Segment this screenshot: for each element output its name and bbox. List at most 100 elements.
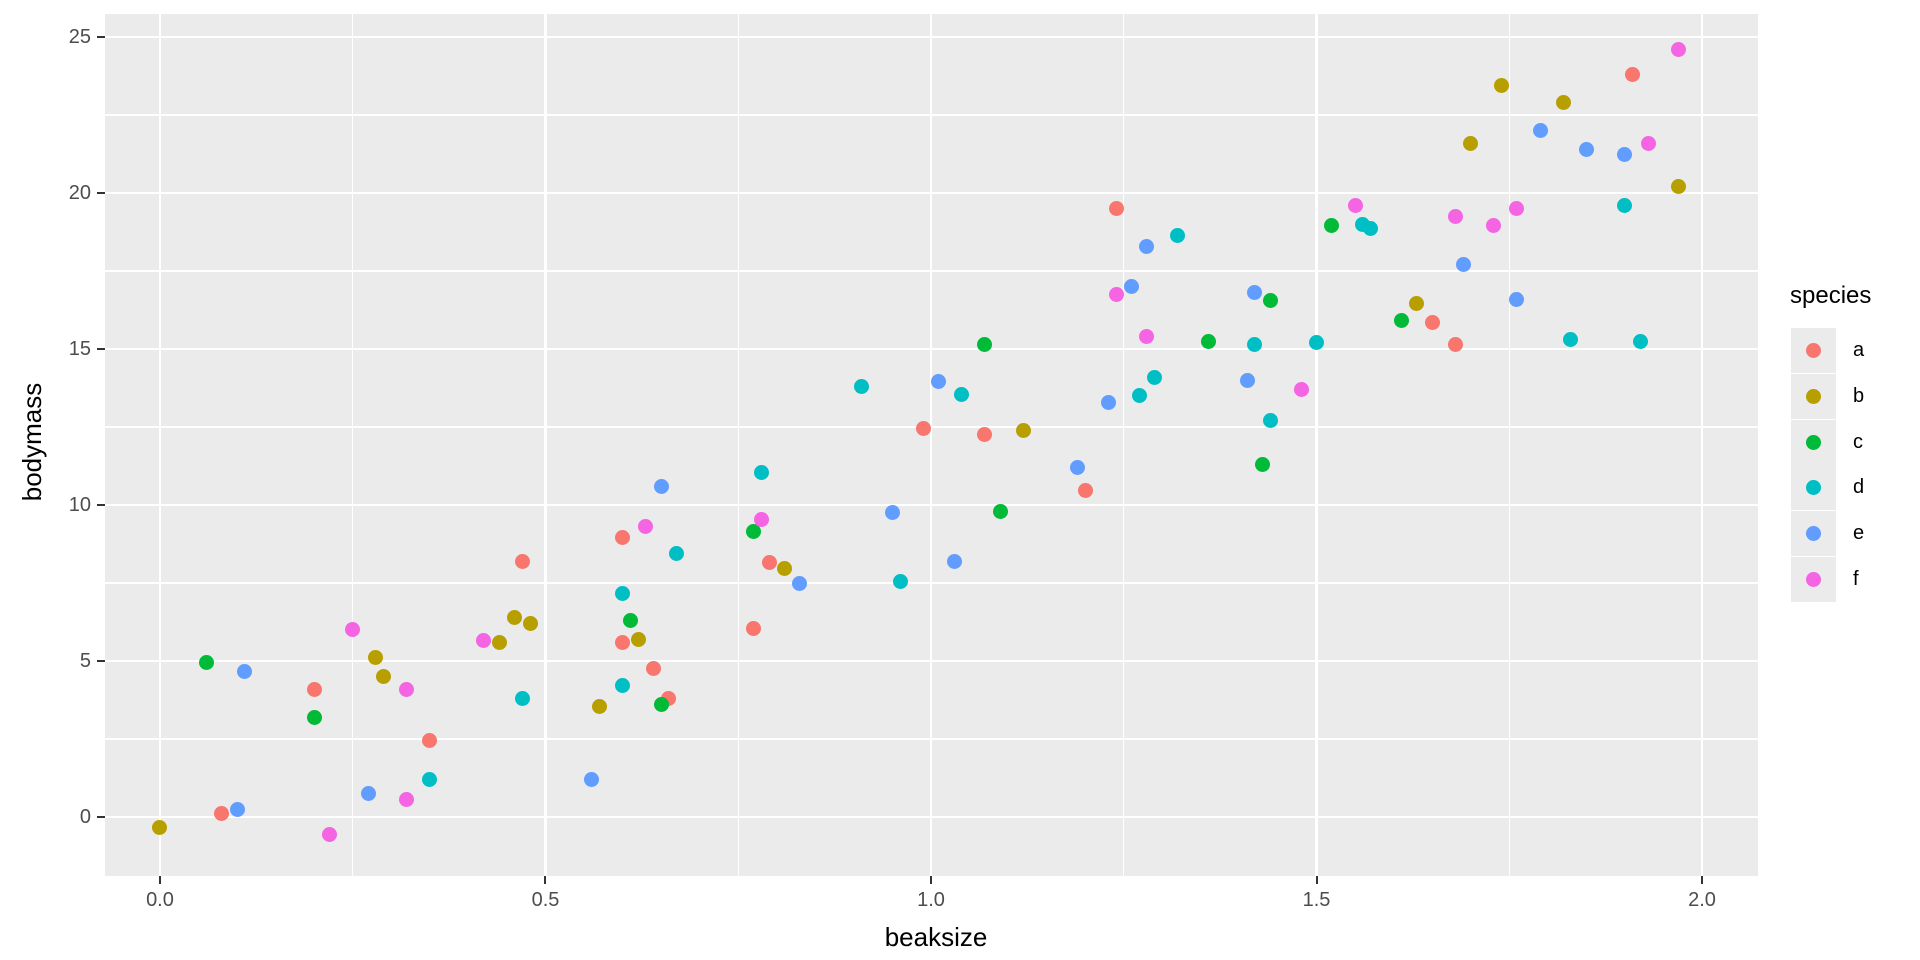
data-point-f	[399, 681, 415, 697]
data-point-b	[1463, 135, 1479, 151]
data-point-e	[237, 664, 253, 680]
data-point-f	[638, 519, 654, 535]
legend-dot-b	[1806, 388, 1821, 404]
data-point-e	[653, 478, 669, 494]
data-point-e	[1578, 141, 1594, 157]
data-point-a	[1447, 336, 1463, 352]
x-minor-gridline	[737, 14, 739, 876]
data-point-d	[892, 573, 908, 589]
data-point-d	[1262, 413, 1278, 429]
y-tick-mark	[97, 660, 105, 663]
data-point-d	[1309, 335, 1324, 351]
y-tick-mark	[97, 348, 105, 350]
x-tick-mark	[158, 876, 161, 884]
data-point-f	[1108, 286, 1124, 302]
data-point-f	[345, 622, 361, 638]
x-major-gridline	[1700, 14, 1704, 876]
legend-dot-f	[1806, 572, 1821, 587]
data-point-d	[954, 386, 970, 402]
y-major-gridline	[105, 503, 1758, 507]
x-tick-label: 2.0	[1688, 889, 1716, 911]
legend-title: species	[1790, 282, 1872, 309]
data-point-c	[1201, 333, 1217, 349]
data-point-b	[630, 631, 646, 647]
data-point-b	[1555, 95, 1571, 111]
data-point-a	[1108, 201, 1124, 217]
data-point-a	[214, 806, 230, 822]
data-point-c	[746, 524, 762, 540]
data-point-f	[1139, 329, 1155, 345]
data-point-d	[1170, 227, 1186, 243]
data-point-e	[360, 786, 376, 802]
data-point-e	[1139, 238, 1155, 254]
data-point-e	[229, 801, 245, 817]
data-point-f	[1486, 218, 1502, 234]
data-point-f	[753, 511, 769, 527]
data-point-c	[1262, 293, 1278, 309]
data-point-d	[1247, 336, 1263, 352]
data-point-e	[1532, 123, 1548, 139]
data-point-b	[491, 634, 507, 650]
data-point-d	[854, 378, 870, 394]
data-point-e	[1069, 460, 1085, 476]
data-point-d	[514, 690, 530, 706]
legend-label-e: e	[1853, 522, 1865, 545]
x-tick-mark	[929, 876, 932, 884]
x-tick-label: 0.0	[146, 889, 174, 911]
data-point-f	[476, 633, 492, 649]
x-major-gridline	[929, 14, 933, 876]
x-tick-label: 1.5	[1302, 889, 1331, 911]
y-tick-label: 20	[68, 182, 91, 204]
data-point-b	[368, 650, 384, 666]
data-point-c	[1255, 456, 1271, 472]
data-point-d	[1147, 369, 1163, 385]
y-tick-label: 25	[68, 25, 91, 48]
data-point-b	[1016, 422, 1032, 438]
data-point-d	[1617, 197, 1633, 213]
legend-key-c	[1791, 419, 1836, 465]
data-point-e	[1455, 257, 1471, 273]
data-point-b	[522, 616, 538, 632]
legend-label-d: d	[1853, 476, 1865, 499]
x-minor-gridline	[352, 14, 354, 876]
data-point-f	[1293, 382, 1309, 398]
x-major-gridline	[1315, 14, 1318, 876]
x-axis-title: beaksize	[884, 922, 988, 952]
data-point-d	[615, 586, 631, 602]
x-tick-label: 1.0	[917, 889, 945, 911]
data-point-a	[1077, 483, 1093, 499]
legend-key-b	[1791, 373, 1836, 419]
y-tick-mark	[97, 504, 105, 507]
legend-dot-e	[1806, 526, 1821, 542]
data-point-e	[1509, 291, 1525, 307]
data-point-a	[615, 530, 631, 546]
y-tick-label: 0	[79, 806, 91, 829]
data-point-b	[376, 669, 392, 685]
data-point-e	[584, 772, 600, 788]
data-point-e	[1247, 285, 1263, 301]
legend-key-f	[1791, 557, 1836, 602]
data-point-c	[306, 709, 322, 725]
data-point-c	[622, 612, 638, 628]
data-point-c	[992, 503, 1008, 519]
data-point-c	[977, 336, 993, 352]
data-point-c	[198, 655, 214, 671]
y-tick-mark	[97, 35, 105, 38]
data-point-e	[884, 505, 900, 521]
data-point-b	[507, 609, 523, 625]
y-tick-label: 15	[68, 338, 91, 360]
data-point-a	[1625, 66, 1641, 82]
plot-panel	[105, 14, 1758, 876]
data-point-e	[792, 575, 808, 591]
y-major-gridline	[105, 659, 1758, 663]
x-tick-mark	[1315, 876, 1318, 884]
legend-label-f: f	[1853, 568, 1859, 590]
data-point-b	[777, 561, 792, 577]
legend-dot-a	[1806, 343, 1821, 358]
legend-label-c: c	[1853, 430, 1863, 453]
data-point-d	[1131, 388, 1147, 404]
data-point-a	[514, 553, 530, 569]
data-point-d	[1563, 332, 1579, 348]
data-point-c	[1393, 313, 1409, 329]
